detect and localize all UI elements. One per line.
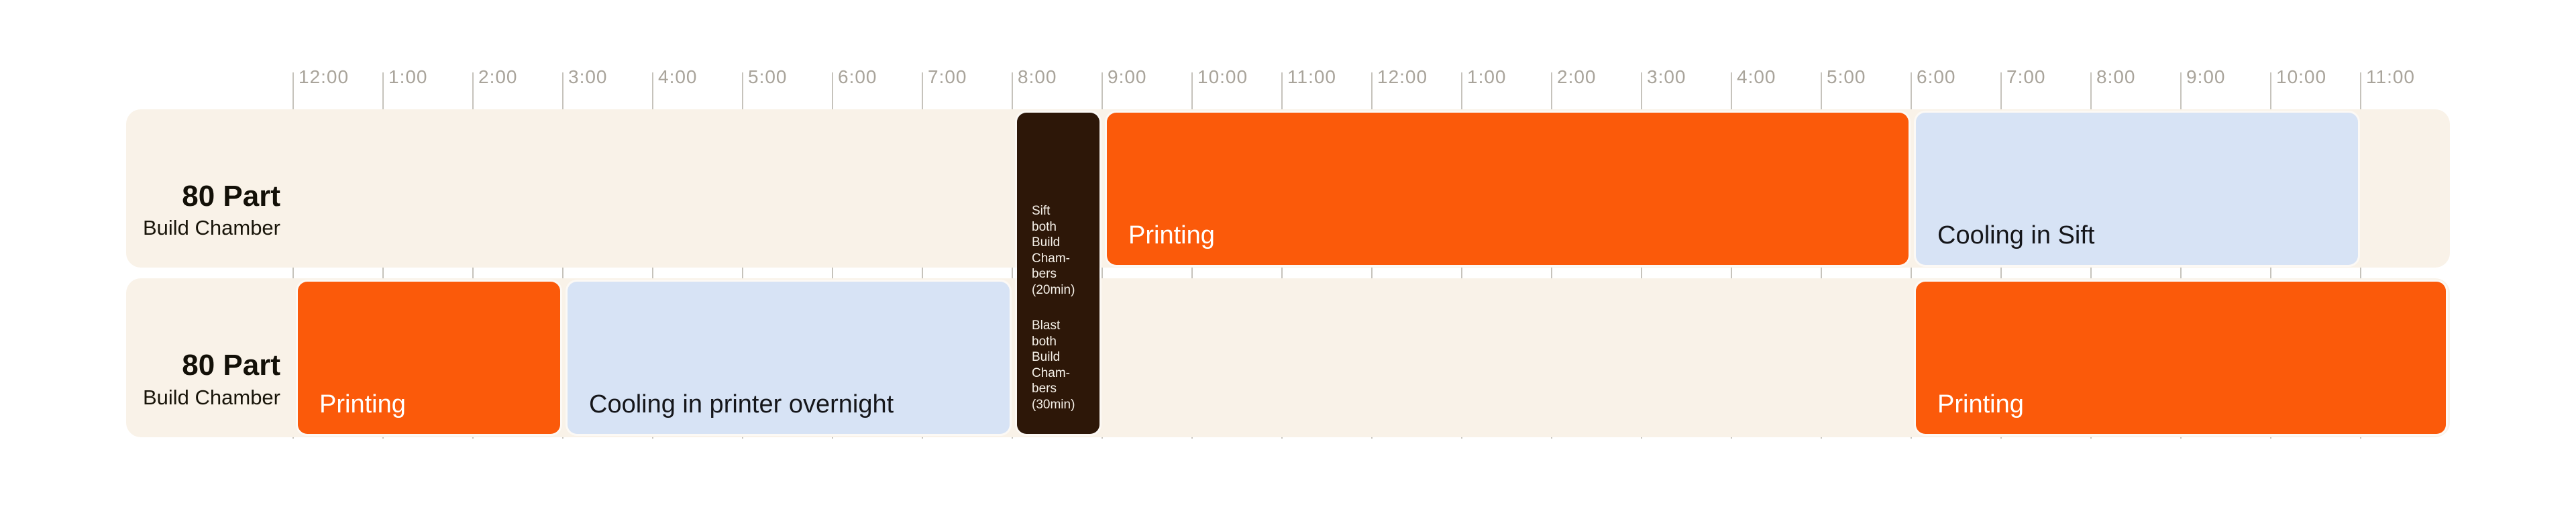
row-label: 80 Part Build Chamber: [126, 109, 280, 268]
hour-tick-label: 12:00: [1377, 66, 1428, 87]
row-title: 80 Part: [182, 179, 280, 213]
hour-tick-label: 2:00: [478, 66, 518, 87]
hour-tick-label: 5:00: [748, 66, 788, 87]
hour-tick-label: 4:00: [1737, 66, 1776, 87]
task-printing-chamber2-early[interactable]: Printing: [298, 282, 560, 434]
task-sift-blast-both-chambers[interactable]: Sift both Build Cham- bers (20min) Blast…: [1017, 113, 1099, 434]
hour-tick-label: 5:00: [1827, 66, 1866, 87]
hour-tick-label: 3:00: [1647, 66, 1686, 87]
task-printing-chamber1[interactable]: Printing: [1107, 113, 1909, 265]
hour-tick-label: 7:00: [928, 66, 967, 87]
hour-tick-label: 10:00: [1197, 66, 1248, 87]
task-label: Cooling in Sift: [1937, 221, 2095, 250]
hour-tick-label: 11:00: [2366, 66, 2415, 87]
hour-tick-label: 10:00: [2276, 66, 2327, 87]
hour-tick-label: 1:00: [388, 66, 428, 87]
hour-tick-label: 9:00: [2186, 66, 2226, 87]
hour-tick-label: 2:00: [1557, 66, 1597, 87]
hour-tick-label: 1:00: [1467, 66, 1507, 87]
task-label: Cooling in printer overnight: [589, 390, 894, 419]
row-label: 80 Part Build Chamber: [126, 278, 280, 437]
hour-tick-label: 4:00: [658, 66, 698, 87]
hour-tick-label: 6:00: [1917, 66, 1956, 87]
row-subtitle: Build Chamber: [142, 216, 280, 240]
hour-tick-label: 11:00: [1287, 66, 1336, 87]
task-label: Printing: [319, 390, 406, 419]
blast-step-text: Blast both Build Cham- bers (30min): [1032, 319, 1075, 412]
row-subtitle: Build Chamber: [142, 385, 280, 409]
hour-tick-label: 8:00: [2096, 66, 2136, 87]
hour-tick-label: 6:00: [838, 66, 877, 87]
sift-step-text: Sift both Build Cham- bers (20min): [1032, 204, 1075, 297]
hour-tick-label: 12:00: [299, 66, 350, 87]
task-label: Printing: [1128, 221, 1215, 250]
hour-tick-label: 9:00: [1108, 66, 1147, 87]
hour-tick-label: 3:00: [568, 66, 608, 87]
task-label: Printing: [1937, 390, 2024, 419]
task-label: Sift both Build Cham- bers (20min) Blast…: [1017, 113, 1099, 434]
task-printing-chamber2-late[interactable]: Printing: [1916, 282, 2446, 434]
row-title: 80 Part: [182, 349, 280, 382]
hour-tick-label: 8:00: [1018, 66, 1057, 87]
hour-tick-label: 7:00: [2006, 66, 2046, 87]
task-cooling-overnight[interactable]: Cooling in printer overnight: [568, 282, 1010, 434]
task-cooling-in-sift[interactable]: Cooling in Sift: [1916, 113, 2358, 265]
